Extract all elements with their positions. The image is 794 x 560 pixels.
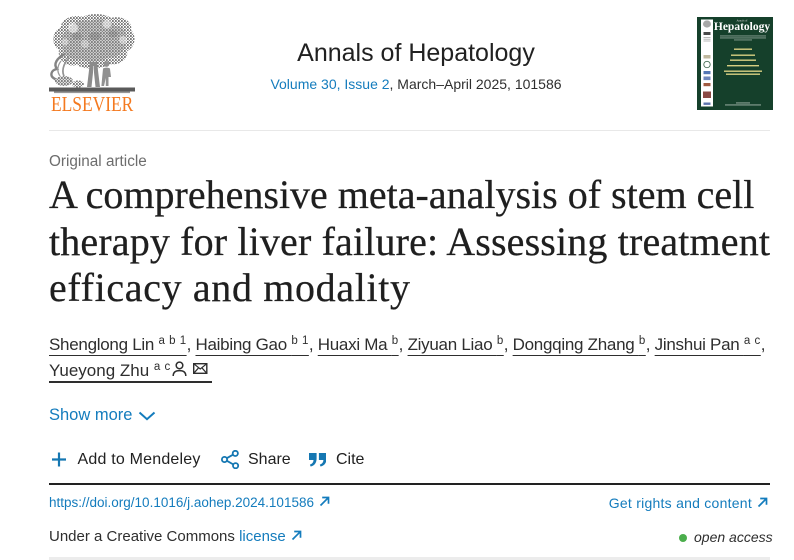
svg-text:Annals of: Annals of (737, 20, 748, 23)
svg-text:Hepatology: Hepatology (714, 21, 770, 33)
